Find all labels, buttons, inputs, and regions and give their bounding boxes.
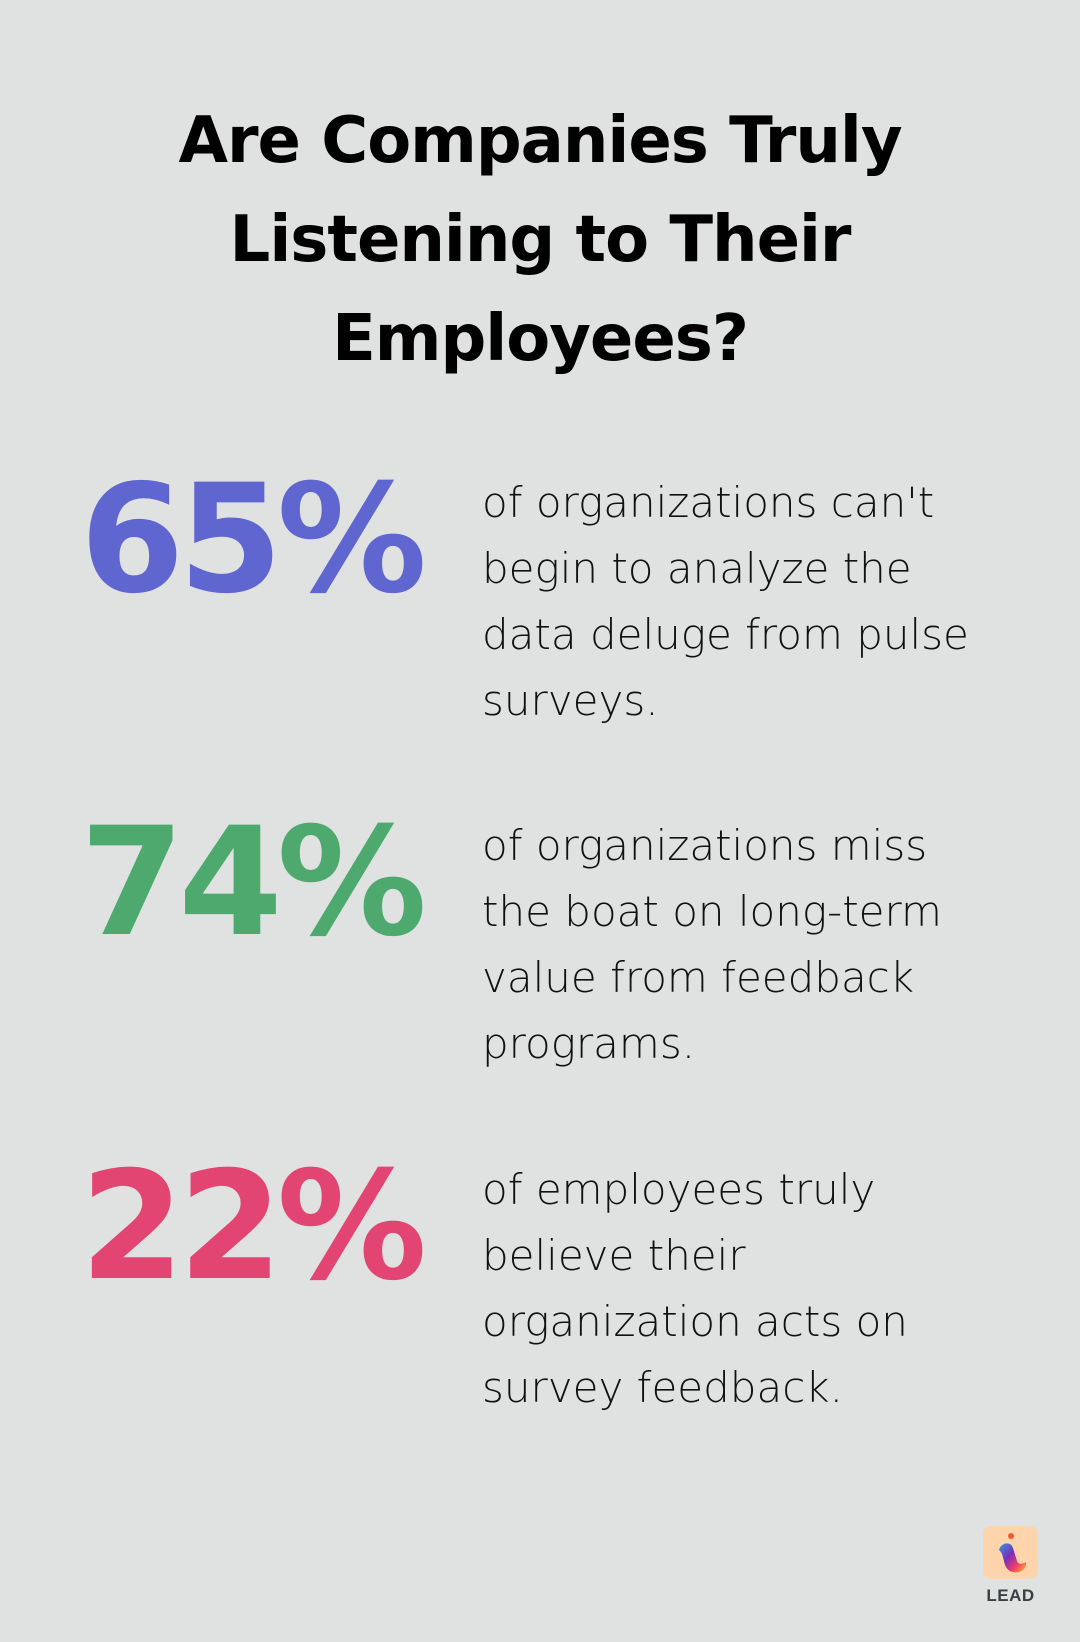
lead-logo-icon	[983, 1526, 1038, 1579]
brand-logo: LEAD	[983, 1526, 1038, 1606]
desc-line: of organizations miss	[482, 821, 928, 870]
desc-line: organization acts on	[482, 1297, 908, 1346]
desc-line: data deluge from pulse	[482, 610, 969, 659]
desc-line: surveys.	[482, 676, 659, 725]
stat-description: of organizations miss the boat on long-t…	[482, 813, 1042, 1077]
stat-value: 22%	[80, 1140, 427, 1314]
page-title: Are Companies Truly Listening to Their E…	[0, 92, 1080, 389]
title-line-1: Are Companies Truly	[178, 104, 902, 178]
stat-value: 74%	[80, 796, 427, 970]
desc-line: survey feedback.	[482, 1363, 843, 1412]
desc-line: of organizations can't	[482, 478, 935, 527]
title-line-3: Employees?	[332, 302, 749, 376]
desc-line: value from feedback	[482, 953, 915, 1002]
desc-line: the boat on long-term	[482, 887, 942, 936]
desc-line: programs.	[482, 1019, 696, 1068]
desc-line: of employees truly	[482, 1165, 876, 1214]
title-line-2: Listening to Their	[229, 203, 852, 277]
desc-line: begin to analyze the	[482, 544, 912, 593]
stat-description: of employees truly believe their organiz…	[482, 1157, 1042, 1421]
logo-text: LEAD	[986, 1586, 1035, 1605]
stat-description: of organizations can't begin to analyze …	[482, 470, 1042, 734]
stat-value: 65%	[80, 453, 427, 627]
desc-line: believe their	[482, 1231, 746, 1280]
